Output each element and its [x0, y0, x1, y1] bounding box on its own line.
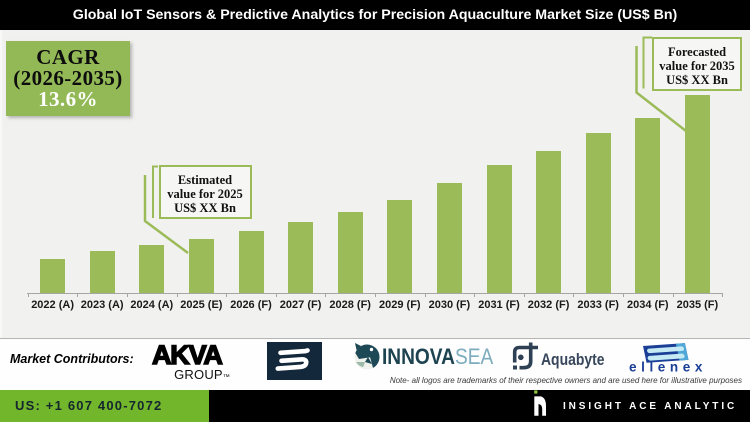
svg-text:ellenex: ellenex	[629, 360, 707, 375]
svg-text:Aquabyte: Aquabyte	[541, 351, 605, 370]
svg-text:INNOVASEA: INNOVASEA	[382, 345, 493, 370]
